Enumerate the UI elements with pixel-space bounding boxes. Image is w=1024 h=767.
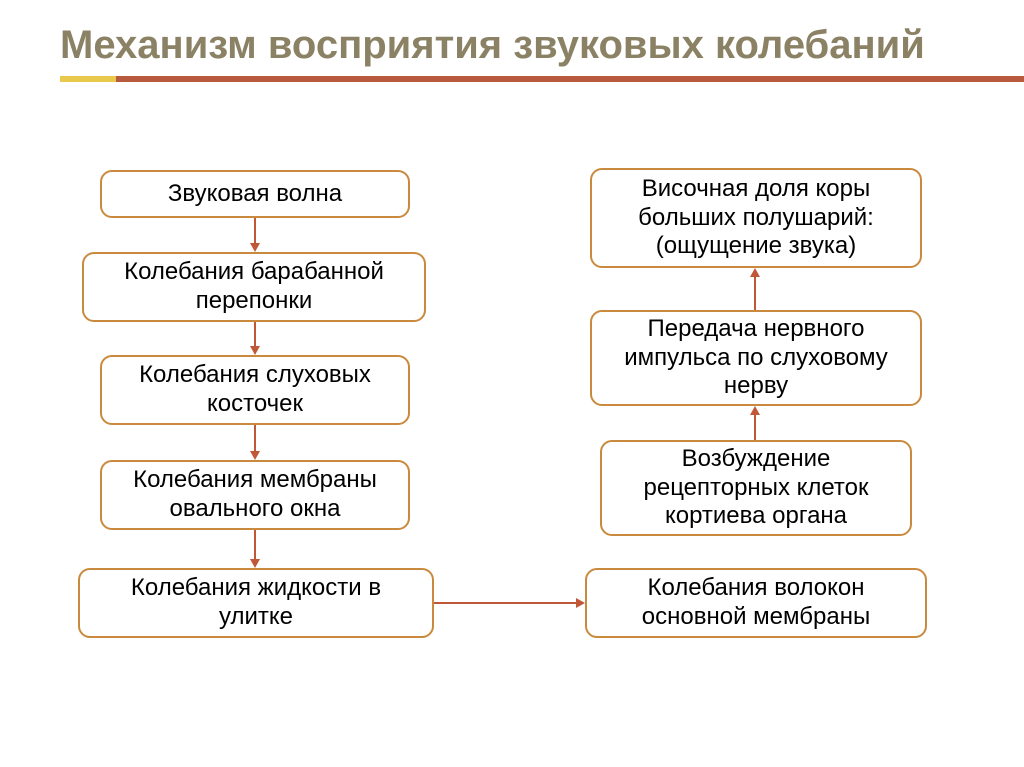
flow-node-n9: Височная доля коры больших полушарий: (о… [590,168,922,268]
flow-node-n5: Колебания жидкости в улитке [78,568,434,638]
arrow-n2-n3 [247,322,263,355]
arrow-n5-n6 [434,595,585,611]
arrow-n1-n2 [247,218,263,252]
arrow-n8-n9 [747,268,763,310]
accent-bar [60,76,964,82]
flow-node-n3: Колебания слуховых косточек [100,355,410,425]
accent-right [116,76,1024,82]
accent-left [60,76,116,82]
flow-node-n7: Возбуждение рецепторных клеток кортиева … [600,440,912,536]
flow-node-n2: Колебания барабанной перепонки [82,252,426,322]
arrow-n3-n4 [247,425,263,460]
arrow-n4-n5 [247,530,263,568]
arrow-n7-n8 [747,406,763,440]
page-title: Механизм восприятия звуковых колебаний [60,22,964,68]
flow-node-n6: Колебания волокон основной мембраны [585,568,927,638]
flow-node-n8: Передача нервного импульса по слуховому … [590,310,922,406]
flow-node-n4: Колебания мембраны овального окна [100,460,410,530]
flowchart: Звуковая волна Колебания барабанной переп… [0,160,1024,760]
flow-node-n1: Звуковая волна [100,170,410,218]
title-area: Механизм восприятия звуковых колебаний [0,0,1024,92]
